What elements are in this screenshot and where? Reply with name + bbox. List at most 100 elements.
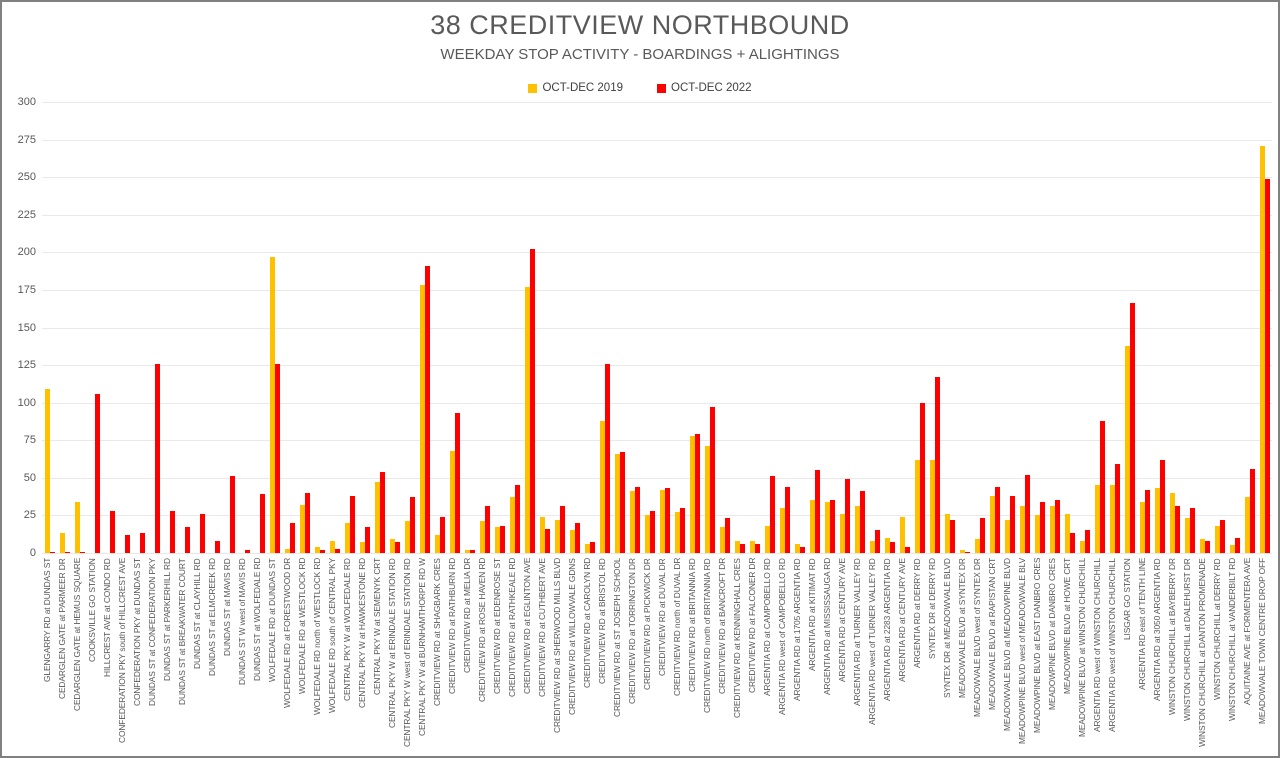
bar-oct-dec-2022 [529, 249, 535, 553]
bar-oct-dec-2022 [709, 407, 715, 553]
bar-oct-dec-2019 [1229, 545, 1235, 553]
x-tick-label: CREDITVIEW RD at WILLOWVALE GDNS [567, 558, 577, 715]
bar-group [372, 102, 387, 553]
bar-group [537, 102, 552, 553]
bar-group [477, 102, 492, 553]
bar-oct-dec-2022 [229, 476, 235, 553]
bar-oct-dec-2019 [1259, 145, 1265, 553]
bar-oct-dec-2022 [649, 510, 655, 553]
bar-oct-dec-2019 [1109, 485, 1115, 553]
x-tick-label: CENTRAL PKY W west of ERINDALE STATION R… [402, 558, 412, 747]
x-tick-label: MEADOWVALE BLVD at SYNTEX DR [957, 558, 967, 698]
bar-group [342, 102, 357, 553]
bar-oct-dec-2019 [344, 522, 350, 553]
x-tick-label: CREDITVIEW RD at TORRINGTON DR [627, 558, 637, 704]
bar-group [717, 102, 732, 553]
x-tick-label: ARGENTIA RD west of WINSTON CHURCHILL [1092, 558, 1102, 732]
bar-group [1137, 102, 1152, 553]
x-tick-label: ARGENTIA RD east of TENTH LINE [1137, 558, 1147, 691]
bar-group [852, 102, 867, 553]
y-tick-label: 25 [23, 509, 36, 522]
chart-subtitle: WEEKDAY STOP ACTIVITY - BOARDINGS + ALIG… [440, 46, 840, 63]
legend-label-2022: OCT-DEC 2022 [671, 82, 752, 94]
bar-group [462, 102, 477, 553]
bar-group [402, 102, 417, 553]
x-tick-label: CREDITVIEW RD north of DUVAL DR [672, 558, 682, 697]
gridline [42, 477, 1272, 479]
bar-group [657, 102, 672, 553]
bar-oct-dec-2022 [109, 510, 115, 553]
bar-oct-dec-2019 [599, 420, 605, 553]
x-tick-label: ARGENTIA RD at 2283 ARGENTIA RD [882, 558, 892, 701]
bar-oct-dec-2022 [799, 547, 805, 553]
bar-oct-dec-2022 [244, 550, 250, 553]
bar-group [1017, 102, 1032, 553]
legend-swatch-2022-icon [657, 83, 666, 93]
bar-oct-dec-2022 [844, 479, 850, 553]
x-tick-label: CEDARGLEN GATE at PARMEER DR [57, 558, 67, 699]
bar-oct-dec-2022 [694, 434, 700, 553]
y-tick-label: 250 [17, 171, 36, 184]
x-tick-label: MEADOWVALE BLVD at RAPISTAN CRT [987, 558, 997, 711]
bar-oct-dec-2022 [514, 485, 520, 553]
bar-group [732, 102, 747, 553]
bar-group [492, 102, 507, 553]
x-tick-label: MEADOWPINE BLVD at WINSTON CHURCHILL [1077, 558, 1087, 738]
bar-oct-dec-2022 [139, 533, 145, 553]
bar-oct-dec-2019 [59, 533, 65, 553]
x-tick-label: CREDITVIEW RD at BRISTOL RD [597, 558, 607, 684]
bar-oct-dec-2022 [1204, 540, 1210, 553]
bar-group [927, 102, 942, 553]
bar-oct-dec-2022 [289, 522, 295, 553]
bar-oct-dec-2019 [809, 500, 815, 553]
bar-group [582, 102, 597, 553]
bar-oct-dec-2019 [614, 453, 620, 553]
bar-group [792, 102, 807, 553]
bar-oct-dec-2022 [1144, 489, 1150, 553]
y-tick-label: 50 [23, 471, 36, 484]
bar-oct-dec-2022 [394, 542, 400, 553]
gridline [42, 177, 1272, 179]
y-tick-label: 150 [17, 321, 36, 334]
x-tick-label: ARGENTIA RD at KITIMAT RD [807, 558, 817, 671]
x-tick-label: DUNDAS ST at CONFEDERATION PKY [147, 558, 157, 706]
bar-oct-dec-2022 [1084, 530, 1090, 553]
x-tick-label: CREDITVIEW RD at CUTHBERT AVE [537, 558, 547, 698]
bar-group [1077, 102, 1092, 553]
bar-oct-dec-2019 [479, 521, 485, 553]
bar-oct-dec-2022 [199, 513, 205, 553]
bar-oct-dec-2022 [1234, 537, 1240, 553]
bar-oct-dec-2019 [1214, 525, 1220, 553]
y-tick-label: 300 [17, 96, 36, 108]
bar-oct-dec-2022 [679, 507, 685, 553]
x-tick-label: WINSTON CHURCHILL at BAYBERRY DR [1167, 558, 1177, 715]
x-tick-label: ARGENTIA RD at TURNER VALLEY RD [852, 558, 862, 706]
bar-oct-dec-2022 [274, 363, 280, 553]
bar-oct-dec-2019 [1154, 488, 1160, 553]
bar-oct-dec-2019 [899, 516, 905, 553]
gridline [42, 214, 1272, 216]
x-tick-label: GLENGARRY RD at DUNDAS ST [42, 558, 52, 683]
bar-oct-dec-2019 [1034, 515, 1040, 553]
bar-oct-dec-2022 [874, 530, 880, 553]
bar-oct-dec-2022 [859, 491, 865, 553]
gridline [42, 515, 1272, 517]
bar-oct-dec-2019 [704, 446, 710, 553]
bar-oct-dec-2022 [1129, 303, 1135, 553]
bar-oct-dec-2022 [1024, 474, 1030, 553]
y-tick-label: 125 [17, 359, 36, 372]
bar-group [177, 102, 192, 553]
bar-group [102, 102, 117, 553]
bar-oct-dec-2022 [304, 492, 310, 553]
x-tick-label: CENTRAL PKY W at BURNHAMTHORPE RD W [417, 558, 427, 736]
x-tick-label: CONFEDERATION PKY south of HILLCREST AVE [117, 558, 127, 744]
bar-group [297, 102, 312, 553]
x-tick-label: ARGENTIA RD at MISSISSAUGA RD [822, 558, 832, 696]
x-tick-label: ARGENTIA RD at 1705 ARGENTIA RD [792, 558, 802, 701]
bar-group [1122, 102, 1137, 553]
y-tick-label: 225 [17, 208, 36, 221]
bar-group [72, 102, 87, 553]
bar-oct-dec-2022 [1249, 468, 1255, 553]
bar-oct-dec-2019 [1094, 485, 1100, 553]
bar-oct-dec-2022 [454, 413, 460, 553]
